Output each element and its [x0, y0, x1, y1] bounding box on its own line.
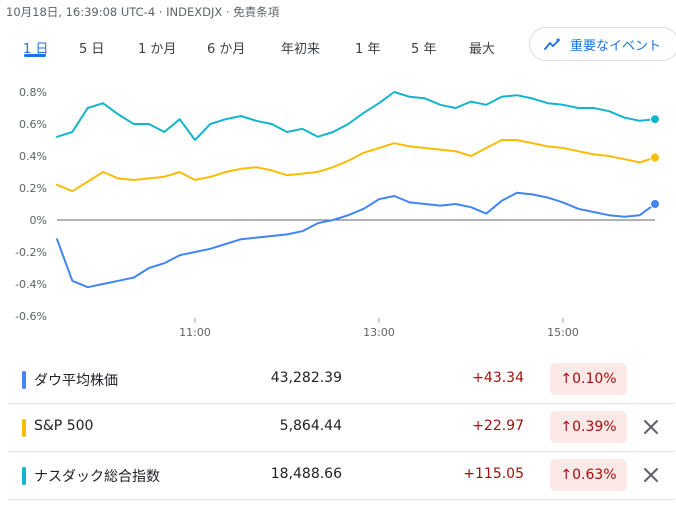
index-row-dow[interactable]: ダウ平均株価 43,282.39 +43.34 ↑ 0.10%: [0, 356, 676, 404]
index-change: +22.97: [472, 418, 524, 434]
tab-5-years[interactable]: 5 年: [411, 42, 437, 57]
index-name: ナスダック総合指数: [34, 469, 160, 485]
tab-6-months[interactable]: 6 か月: [207, 42, 246, 57]
percent-value: 0.10%: [572, 371, 617, 387]
series-end-dot-0: [650, 114, 660, 125]
y-tick-label: 0.6%: [19, 118, 47, 131]
row-divider: [8, 499, 674, 500]
x-tick-label: 15:00: [547, 326, 579, 339]
series-line-0: [56, 91, 656, 141]
remove-nasdaq-close-icon[interactable]: [641, 465, 661, 485]
y-tick-label: 0.2%: [19, 182, 47, 195]
x-tick-label: 11:00: [179, 326, 211, 339]
tab-1-year[interactable]: 1 年: [355, 42, 381, 57]
series-end-dot-2: [650, 199, 660, 209]
tab-ytd[interactable]: 年初来: [281, 42, 321, 57]
index-row-nasdaq[interactable]: ナスダック総合指数 18,488.66 +115.05 ↑ 0.63%: [0, 452, 676, 500]
key-events-label: 重要なイベント: [570, 38, 662, 54]
y-tick-label: -0.6%: [15, 310, 47, 323]
arrow-up-icon: ↑: [560, 371, 573, 387]
trend-sparkle-icon: [544, 37, 561, 50]
tab-1-day[interactable]: 1 日: [23, 42, 49, 57]
percent-change-badge: ↑ 0.10%: [550, 363, 627, 395]
series-line-2: [56, 191, 656, 289]
index-change: +43.34: [472, 370, 524, 386]
y-tick-label: 0.8%: [19, 86, 47, 99]
index-price: 5,864.44: [279, 418, 342, 434]
arrow-up-icon: ↑: [560, 467, 573, 483]
sp500-color-swatch: [22, 419, 26, 437]
y-tick-label: -0.2%: [15, 246, 47, 259]
y-tick-label: 0%: [30, 214, 47, 227]
x-tick-label: 13:00: [363, 326, 395, 339]
index-price: 18,488.66: [270, 466, 342, 482]
arrow-up-icon: ↑: [560, 419, 573, 435]
dow-color-swatch: [22, 371, 26, 389]
index-price: 43,282.39: [270, 370, 342, 386]
series-end-dot-1: [650, 152, 660, 163]
row-divider: [8, 451, 674, 452]
index-row-sp500[interactable]: S&P 500 5,864.44 +22.97 ↑ 0.39%: [0, 404, 676, 452]
index-name: S&P 500: [34, 418, 94, 434]
percent-change-badge: ↑ 0.63%: [550, 459, 627, 491]
active-tab-indicator: [24, 54, 46, 57]
index-change: +115.05: [463, 466, 524, 482]
key-events-button[interactable]: 重要なイベント: [529, 27, 676, 61]
tab-1-month[interactable]: 1 か月: [138, 42, 177, 57]
chart-meta-info: 10月18日, 16:39:08 UTC-4 · INDEXDJX · 免責条項: [6, 5, 280, 19]
series-line-1: [56, 139, 656, 193]
remove-sp500-close-icon[interactable]: [641, 417, 661, 437]
nasdaq-color-swatch: [22, 467, 26, 485]
tab-max[interactable]: 最大: [469, 42, 496, 57]
tab-5-days[interactable]: 5 日: [79, 42, 105, 57]
index-name: ダウ平均株価: [34, 373, 118, 389]
row-divider: [8, 403, 674, 404]
y-tick-label: -0.4%: [15, 278, 47, 291]
percent-value: 0.63%: [572, 467, 617, 483]
percent-value: 0.39%: [572, 419, 617, 435]
range-tabs: 1 日 5 日 1 か月 6 か月 年初来 1 年 5 年 最大: [0, 30, 676, 64]
index-line-chart: 0.8% 0.6% 0.4% 0.2% 0% -0.2% -0.4% -0.6% 11:00 13…: [15, 86, 660, 339]
percent-change-badge: ↑ 0.39%: [550, 411, 627, 443]
y-tick-label: 0.4%: [19, 150, 47, 163]
